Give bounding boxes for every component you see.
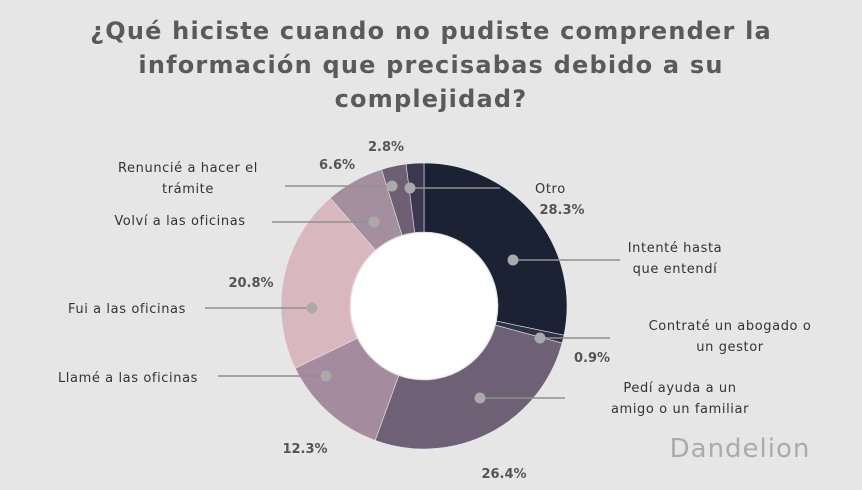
percent-label-7: 2.8% [368,140,404,155]
leader-dot-8 [386,180,398,192]
leader-dot-6 [306,302,318,314]
percent-label-3: 26.4% [481,467,526,482]
slice-5 [280,197,376,369]
slice-8 [405,162,425,233]
leader-dot-1 [404,182,416,194]
category-label-1: Otro [535,182,566,197]
leader-dot-7 [368,216,380,228]
leader-dot-5 [320,370,332,382]
donut-hole [351,233,497,379]
percent-label-6: 6.6% [319,158,355,173]
percent-labels: 28.3% 0.9% 26.4% 12.3% 20.8% 6.6% 2.8% [228,140,610,482]
category-label-5: Llamé a las oficinas [58,371,198,386]
percent-label-2: 0.9% [574,351,610,366]
slice-3 [374,324,563,450]
logo: Dandelion [670,434,811,464]
leader-lines [205,180,620,404]
leader-dot-4 [474,392,486,404]
leader-dot-3 [534,332,546,344]
logo-text: Dandelion [670,434,811,464]
percent-label-4: 12.3% [282,442,327,457]
category-label-4: Pedí ayuda a un amigo o un familiar [611,381,749,417]
category-label-2: Intenté hasta que entendí [628,241,722,277]
category-labels: Otro Intenté hasta que entendí Contraté un … [58,161,811,417]
leader-dot-2 [507,254,519,266]
donut-slices [280,162,568,450]
percent-label-1: 28.3% [539,203,584,218]
category-label-6: Fui a las oficinas [68,302,186,317]
category-label-3: Contraté un abogado o un gestor [649,319,812,355]
category-label-7: Volví a las oficinas [114,214,245,229]
chart-title: ¿Qué hiciste cuando no pudiste comprende… [90,17,772,113]
category-label-8: Renuncié a hacer el trámite [118,161,258,197]
slice-1 [423,162,568,336]
percent-label-5: 20.8% [228,276,273,291]
